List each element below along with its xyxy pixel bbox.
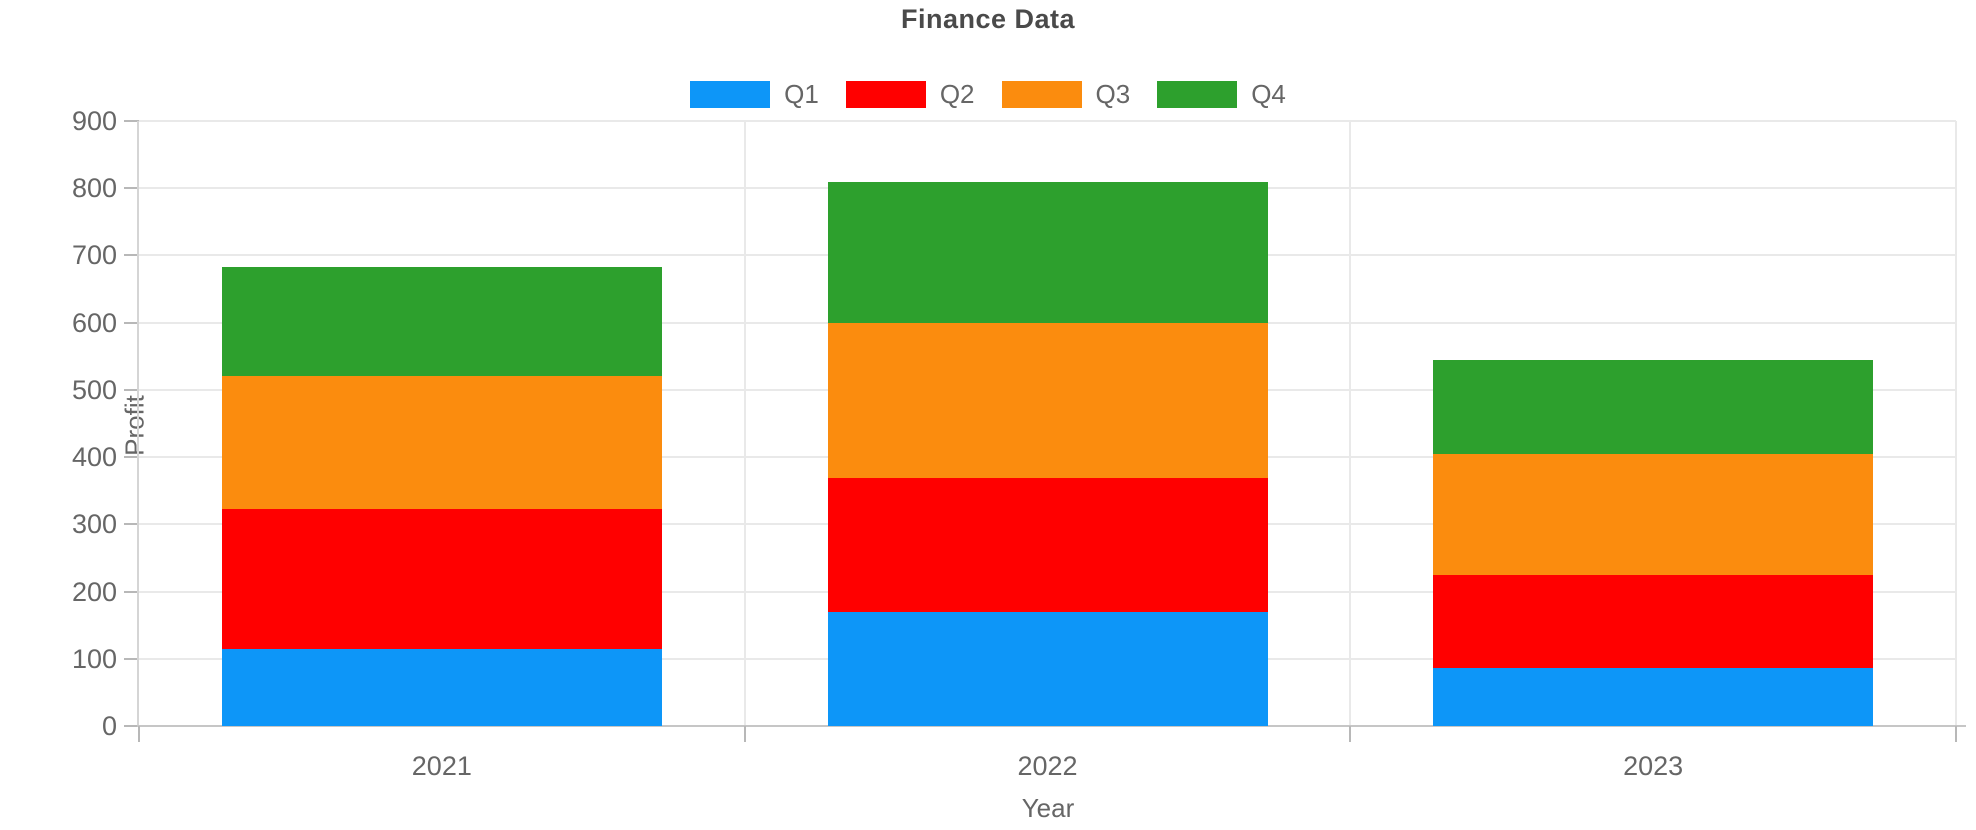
y-axis-tick (124, 725, 139, 727)
legend-item-q2[interactable]: Q2 (845, 79, 975, 110)
x-axis-tick (1955, 726, 1957, 742)
x-axis-title: Year (1021, 793, 1075, 823)
category-split-line (743, 121, 746, 726)
y-axis-tick (124, 388, 139, 391)
y-axis-tick (124, 321, 139, 324)
legend-swatch-q1 (690, 81, 771, 108)
legend-item-q3[interactable]: Q3 (1001, 79, 1131, 110)
y-tick-label: 900 (71, 106, 117, 136)
bar-segment-2021-q3[interactable] (221, 376, 662, 509)
x-axis-title-row: Year (0, 793, 1976, 824)
category-split-line (1955, 121, 1957, 726)
y-tick-label: 500 (71, 374, 117, 405)
category-split-line (1349, 121, 1352, 726)
legend-swatch-q2 (845, 81, 926, 108)
bar-segment-2023-q4[interactable] (1433, 359, 1874, 454)
bar-segment-2022-q4[interactable] (827, 181, 1268, 323)
legend-swatch-q3 (1001, 81, 1082, 108)
bar-segment-2022-q2[interactable] (827, 477, 1268, 612)
y-gridline (139, 120, 1956, 122)
legend-label-q1: Q1 (784, 79, 819, 109)
y-axis-tick (124, 120, 139, 122)
y-axis-tick (124, 590, 139, 593)
legend-label-q3: Q3 (1095, 79, 1131, 109)
y-axis-tick (124, 456, 139, 459)
bar-segment-2021-q4[interactable] (221, 266, 662, 377)
y-axis-tick (124, 657, 139, 660)
legend-item-q4[interactable]: Q4 (1157, 79, 1286, 110)
y-tick-label: 200 (71, 576, 117, 607)
y-axis-title: Profit (119, 395, 150, 456)
y-tick-label: 700 (71, 240, 117, 271)
chart-title: Finance Data (900, 4, 1076, 34)
legend: Q1 Q2 Q3 Q4 (0, 79, 1976, 110)
legend-label-q2: Q2 (939, 79, 975, 109)
bar-segment-2023-q1[interactable] (1433, 668, 1874, 726)
y-tick-label: 100 (71, 643, 117, 674)
x-tick-label-2021: 2021 (411, 751, 472, 781)
y-tick-label: 600 (71, 307, 117, 338)
y-tick-label: 0 (101, 711, 117, 741)
y-axis-tick (124, 187, 139, 190)
y-axis-line (137, 121, 139, 726)
legend-item-q1[interactable]: Q1 (690, 79, 819, 110)
x-axis-tick (1349, 726, 1352, 742)
x-tick-label-2023: 2023 (1623, 751, 1684, 781)
x-axis-line (137, 725, 1966, 727)
bar-segment-2021-q1[interactable] (221, 648, 662, 726)
y-tick-label: 800 (71, 173, 117, 204)
x-tick-label-2022: 2022 (1017, 751, 1078, 781)
x-axis-tick (138, 726, 140, 742)
legend-label-q4: Q4 (1251, 79, 1286, 109)
legend-swatch-q4 (1157, 81, 1238, 108)
bar-segment-2022-q3[interactable] (827, 322, 1268, 478)
bar-segment-2023-q2[interactable] (1433, 574, 1874, 669)
bar-segment-2022-q1[interactable] (827, 611, 1268, 726)
y-axis-tick (124, 523, 139, 526)
y-tick-label: 300 (71, 509, 117, 540)
plot-area: Profit 0 100 200 300 400 500 600 700 800 900 2021 2… (72, 107, 1966, 781)
bar-segment-2021-q2[interactable] (221, 508, 662, 649)
x-axis-tick (743, 726, 746, 742)
y-axis-tick (124, 254, 139, 257)
y-tick-label: 400 (71, 442, 117, 473)
bar-segment-2023-q3[interactable] (1433, 453, 1874, 575)
